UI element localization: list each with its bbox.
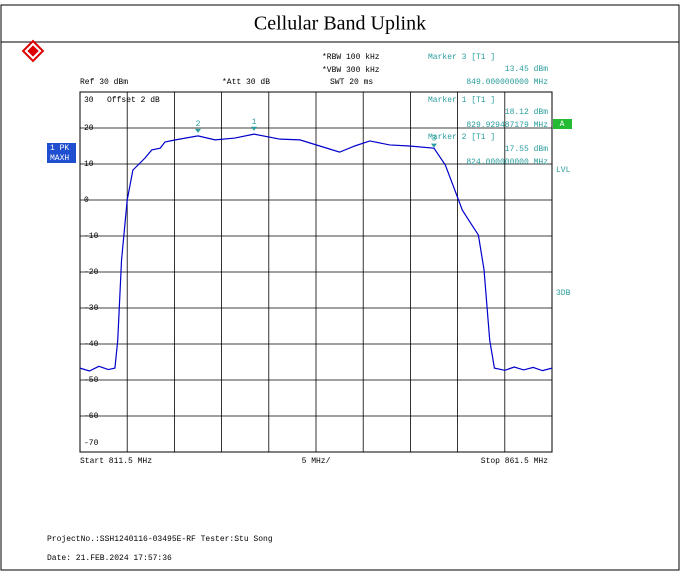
y-tick-label: -10 — [84, 232, 99, 241]
trace-detector: 1 PK — [50, 144, 69, 153]
chart-title: Cellular Band Uplink — [254, 13, 426, 35]
a-label: A — [560, 120, 565, 129]
marker-number: 3 — [432, 135, 437, 144]
trace-badge — [47, 143, 76, 163]
y-tick-label: 0 — [84, 196, 89, 205]
marker-name: Marker 3 [T1 ] — [428, 53, 495, 62]
trace-mode: MAXH — [50, 154, 69, 163]
lvl-label: LVL — [556, 166, 571, 175]
stop-freq: Stop 861.5 MHz — [481, 457, 548, 466]
frame — [0, 4, 680, 571]
marker-level: 17.55 dBm — [505, 145, 548, 154]
trace — [79, 133, 553, 372]
marker-level: 18.12 dBm — [505, 108, 548, 117]
span-div: 5 MHz/ — [302, 457, 331, 466]
marker-number: 2 — [196, 120, 201, 129]
offset: Offset 2 dB — [107, 96, 160, 105]
logo-core — [27, 45, 39, 57]
logo — [21, 39, 45, 63]
marker-level: 13.45 dBm — [505, 65, 548, 74]
y-tick-label: -40 — [84, 340, 99, 349]
y-tick-label: -60 — [84, 412, 99, 421]
marker-number: 1 — [252, 118, 257, 127]
marker-name: Marker 2 [T1 ] — [428, 133, 495, 142]
rbw: *RBW 100 kHz — [322, 53, 380, 62]
3db-label: 3DB — [556, 289, 571, 298]
y-tick-label: -30 — [84, 304, 99, 313]
marker-name: Marker 1 [T1 ] — [428, 96, 495, 105]
date-info: Date: 21.FEB.2024 17:57:36 — [47, 554, 172, 563]
marker-freq: 829.929487179 MHz — [466, 121, 548, 130]
marker-triangle — [250, 126, 257, 131]
a-badge — [553, 119, 572, 129]
y-tick-label: 30 — [84, 96, 94, 105]
marker-freq: 824.000000000 MHz — [466, 158, 548, 167]
project-info: ProjectNo.:SSH1240116-03495E-RF Tester:S… — [47, 535, 273, 544]
vbw: *VBW 300 kHz — [322, 66, 380, 75]
marker-triangle — [431, 143, 437, 148]
marker-triangle — [195, 128, 201, 133]
marker-freq: 849.000000000 MHz — [466, 78, 548, 87]
ref-level: Ref 30 dBm — [80, 78, 128, 87]
y-tick-label: -50 — [84, 376, 99, 385]
y-tick-label: 10 — [84, 160, 94, 169]
y-tick-label: -70 — [84, 439, 99, 448]
attenuation: *Att 30 dB — [222, 78, 270, 87]
sweep-time: SWT 20 ms — [330, 78, 373, 87]
y-tick-label: 20 — [84, 124, 94, 133]
y-tick-label: -20 — [84, 268, 99, 277]
start-freq: Start 811.5 MHz — [80, 457, 152, 466]
